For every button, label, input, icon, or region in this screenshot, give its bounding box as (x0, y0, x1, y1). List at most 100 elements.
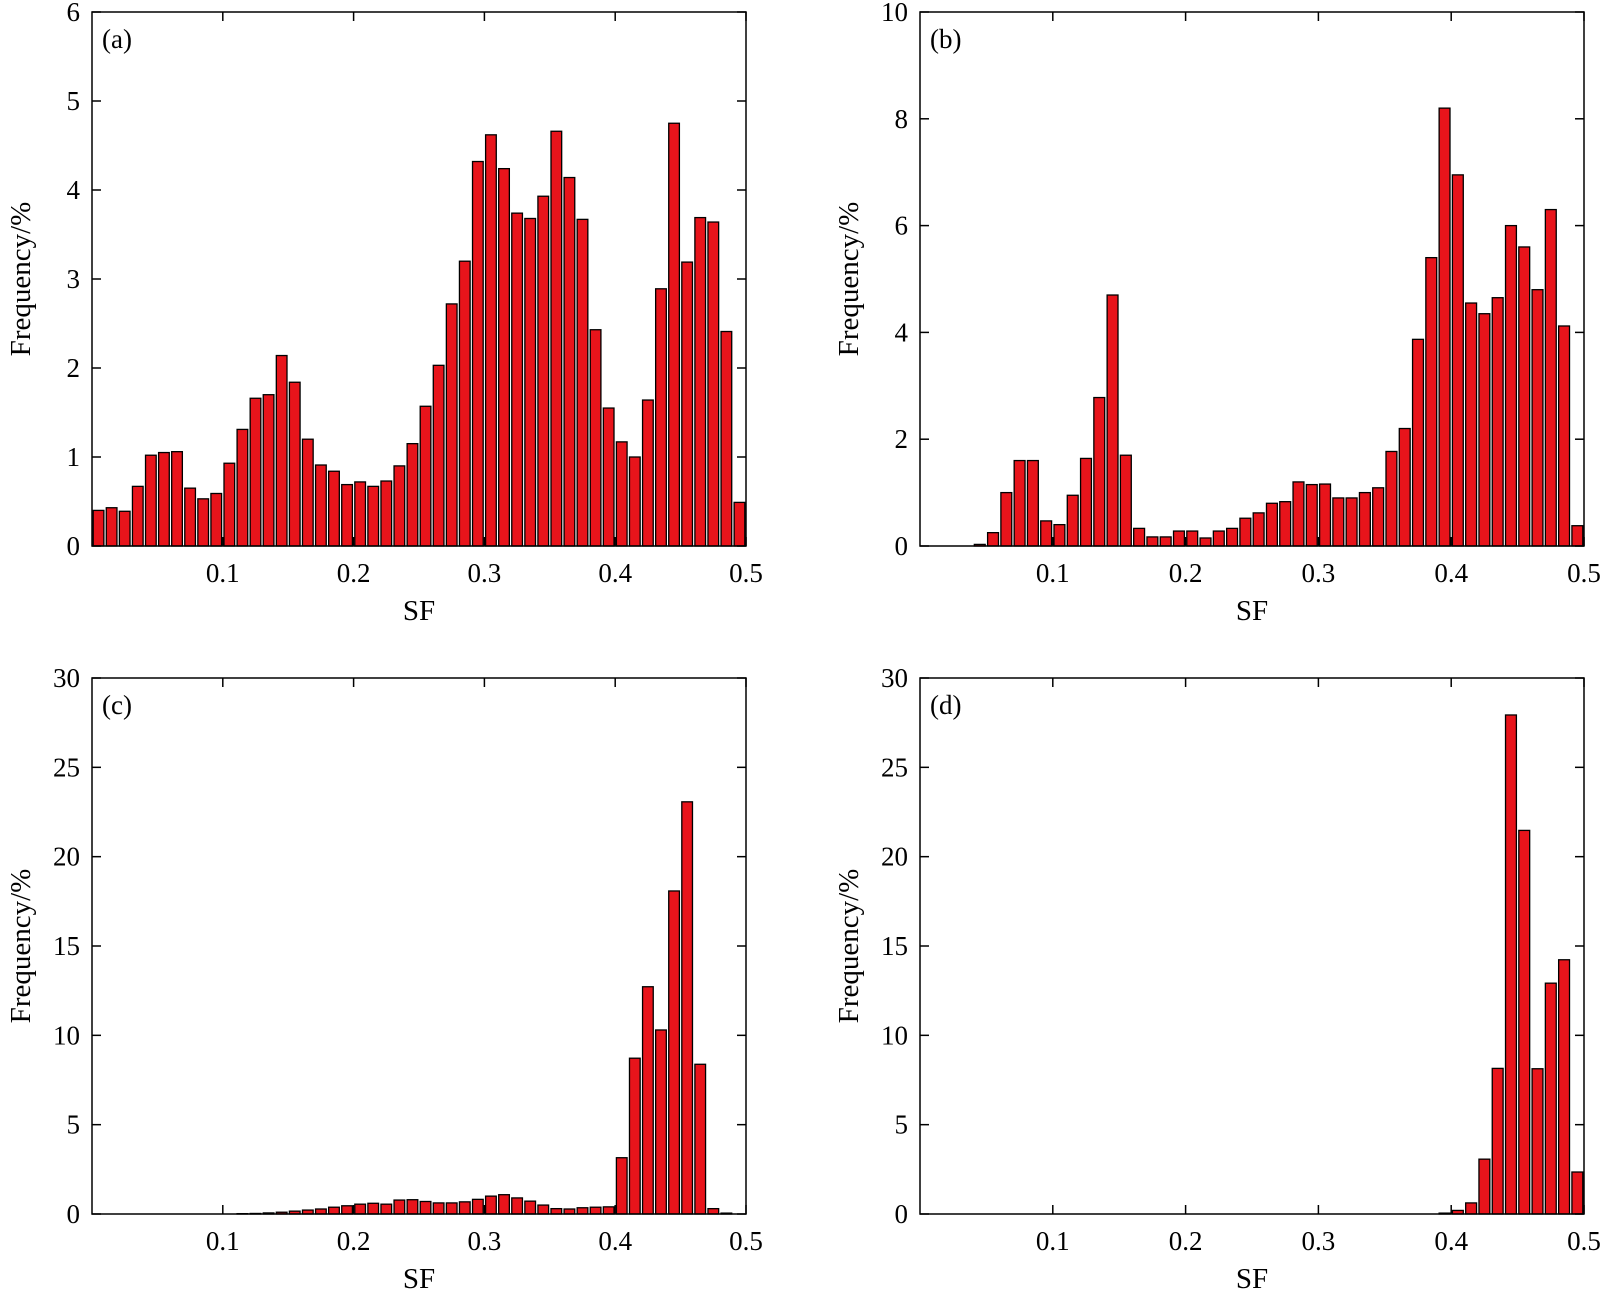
bar-c-29 (615, 1157, 628, 1215)
bar-c-31 (641, 986, 654, 1215)
x-tick-label-c-1: 0.2 (337, 1226, 371, 1256)
y-tick-label-a-3: 3 (67, 264, 81, 294)
bar-a-35 (550, 130, 563, 547)
panel-label-d: (d) (930, 690, 961, 720)
bar-a-38 (589, 329, 602, 547)
bar-b-15 (1172, 530, 1186, 547)
y-tick-label-c-6: 30 (53, 663, 80, 693)
bar-b-41 (1518, 246, 1531, 547)
bar-a-30 (484, 134, 497, 547)
bar-d-7 (1531, 1068, 1544, 1215)
x-tick-label-c-0: 0.1 (206, 1226, 240, 1256)
bar-a-22 (380, 480, 393, 547)
y-tick-label-b-5: 10 (881, 0, 908, 27)
bar-a-13 (262, 394, 275, 547)
bar-b-1 (986, 532, 1000, 547)
bar-b-9 (1093, 396, 1106, 547)
bar-b-20 (1239, 517, 1252, 547)
bar-b-14 (1159, 536, 1172, 547)
bar-a-4 (144, 454, 157, 547)
bar-a-31 (498, 167, 511, 547)
bar-b-28 (1345, 497, 1358, 547)
y-tick-label-a-6: 6 (67, 0, 81, 27)
bar-c-33 (668, 890, 681, 1215)
bar-a-5 (157, 451, 170, 547)
bars-c (236, 801, 733, 1215)
bar-b-37 (1465, 302, 1478, 547)
y-tick-label-c-0: 0 (67, 1199, 81, 1229)
panel-a: 0.1 0.2 0.3 0.4 0.5 0 1 2 3 4 5 6 SF Frequency/% (a) (5, 0, 763, 627)
y-tick-label-a-1: 1 (67, 442, 81, 472)
bar-a-26 (432, 364, 445, 547)
y-tick-label-b-0: 0 (895, 531, 909, 561)
bar-b-7 (1066, 494, 1079, 547)
bar-b-17 (1199, 537, 1212, 547)
y-tick-label-c-4: 20 (53, 842, 80, 872)
bar-b-19 (1225, 527, 1239, 547)
bar-a-23 (393, 465, 406, 547)
panel-label-c: (c) (102, 690, 132, 720)
bar-b-34 (1425, 256, 1438, 547)
bar-a-7 (184, 487, 197, 547)
bar-b-24 (1292, 481, 1305, 547)
panel-label-a: (a) (102, 24, 132, 54)
bar-a-43 (654, 288, 667, 547)
panel-b: 0.1 0.2 0.3 0.4 0.5 0 2 4 6 8 10 SF Frequency/% (b) (833, 0, 1600, 627)
x-tick-label-c-4: 0.5 (729, 1226, 763, 1256)
bar-a-34 (537, 195, 550, 547)
bar-b-25 (1305, 483, 1318, 547)
x-tick-label-d-1: 0.2 (1169, 1226, 1203, 1256)
bar-a-29 (471, 160, 484, 547)
bar-d-9 (1557, 959, 1571, 1215)
bar-b-10 (1106, 294, 1119, 547)
bar-c-21 (511, 1197, 524, 1215)
bar-b-39 (1491, 297, 1504, 547)
bar-a-24 (406, 442, 419, 547)
bar-c-35 (694, 1063, 707, 1215)
x-tick-label-a-4: 0.5 (729, 558, 763, 588)
x-axis-title-a: SF (403, 595, 435, 627)
bar-c-23 (537, 1204, 550, 1215)
x-tick-label-b-2: 0.3 (1302, 558, 1336, 588)
x-tick-label-d-2: 0.3 (1302, 1226, 1336, 1256)
x-axis-title-c: SF (403, 1263, 435, 1295)
x-tick-label-d-0: 0.1 (1036, 1226, 1070, 1256)
bar-b-36 (1451, 174, 1464, 547)
bar-a-33 (524, 217, 537, 547)
y-axis-title-c: Frequency/% (5, 869, 37, 1024)
bar-c-13 (406, 1199, 419, 1215)
bar-b-44 (1557, 325, 1571, 547)
y-tick-label-c-5: 25 (53, 752, 80, 782)
bar-c-10 (367, 1202, 380, 1215)
y-tick-label-a-5: 5 (67, 86, 81, 116)
y-tick-label-d-6: 30 (881, 663, 908, 693)
y-axis-title-a: Frequency/% (5, 202, 37, 357)
bar-d-10 (1571, 1171, 1584, 1215)
bar-b-33 (1411, 338, 1425, 547)
bar-b-38 (1478, 313, 1491, 547)
bar-b-22 (1265, 502, 1279, 547)
bar-a-17 (314, 464, 327, 547)
bar-a-41 (628, 456, 641, 547)
bar-c-27 (589, 1206, 602, 1215)
bar-c-15 (432, 1202, 445, 1215)
bar-c-32 (654, 1029, 667, 1215)
y-tick-label-b-3: 6 (895, 211, 909, 241)
bar-d-4 (1491, 1067, 1504, 1215)
bar-a-19 (341, 483, 354, 547)
bars-b (973, 107, 1584, 547)
y-tick-label-d-1: 5 (895, 1110, 909, 1140)
bar-a-1 (105, 507, 118, 547)
plot-frame-b (919, 11, 1585, 547)
bar-a-45 (681, 261, 694, 547)
bar-d-5 (1504, 714, 1518, 1215)
y-tick-label-c-1: 5 (67, 1110, 81, 1140)
bar-b-40 (1504, 224, 1518, 547)
bar-d-6 (1518, 829, 1531, 1215)
y-tick-label-b-2: 4 (895, 317, 909, 347)
x-tick-label-d-3: 0.4 (1434, 1226, 1468, 1256)
bar-c-30 (628, 1057, 641, 1215)
bar-a-40 (615, 441, 628, 547)
x-tick-label-c-3: 0.4 (598, 1226, 632, 1256)
